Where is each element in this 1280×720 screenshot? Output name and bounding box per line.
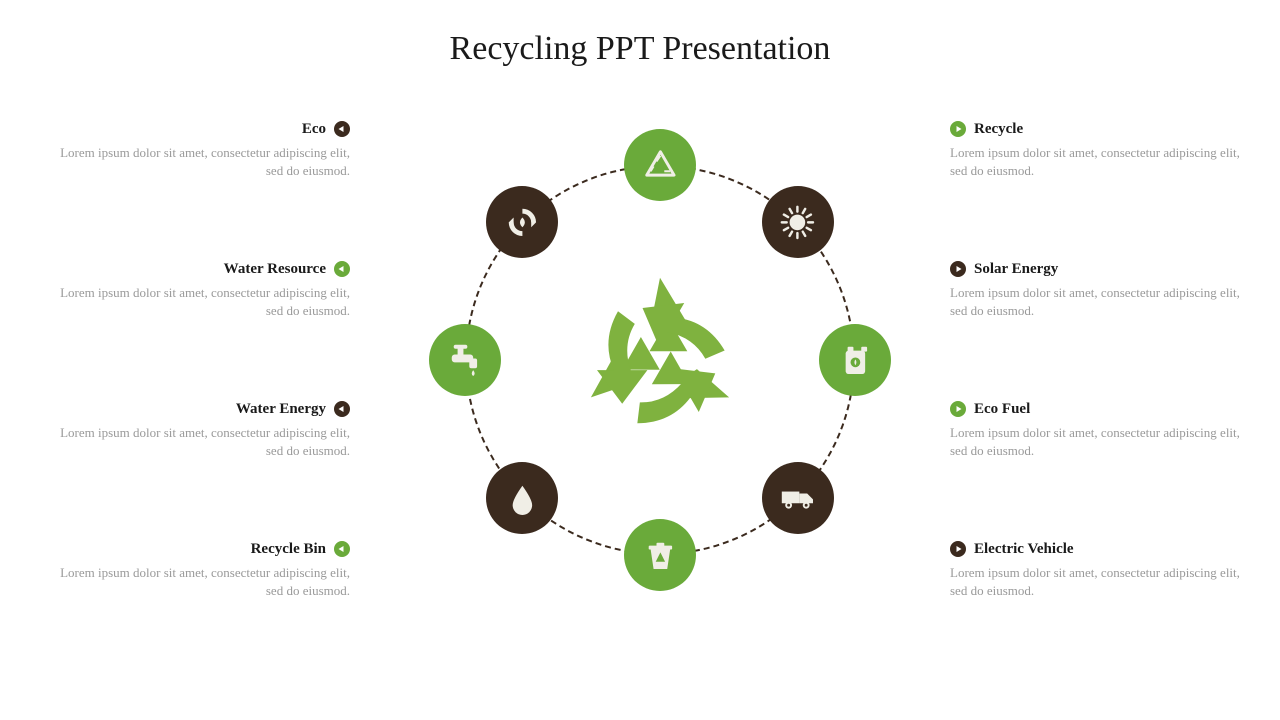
item-description: Lorem ipsum dolor sit amet, consectetur … <box>50 564 350 600</box>
list-item: Recycle Bin Lorem ipsum dolor sit amet, c… <box>50 540 350 600</box>
bullet-icon <box>950 121 966 137</box>
list-item: Solar Energy Lorem ipsum dolor sit amet, … <box>950 260 1250 320</box>
node-ecofuel-icon <box>819 324 891 396</box>
node-bin-icon <box>624 519 696 591</box>
node-eco-icon <box>486 186 558 258</box>
item-description: Lorem ipsum dolor sit amet, consectetur … <box>950 284 1250 320</box>
item-description: Lorem ipsum dolor sit amet, consectetur … <box>50 284 350 320</box>
bullet-icon <box>334 261 350 277</box>
node-solar-icon <box>762 186 834 258</box>
bullet-icon <box>950 541 966 557</box>
item-title: Solar Energy <box>974 261 1058 278</box>
node-tap-icon <box>429 324 501 396</box>
item-title: Eco <box>302 121 326 138</box>
bullet-icon <box>334 541 350 557</box>
item-title: Electric Vehicle <box>974 541 1074 558</box>
item-description: Lorem ipsum dolor sit amet, consectetur … <box>950 564 1250 600</box>
bullet-icon <box>950 261 966 277</box>
circular-diagram <box>440 140 880 580</box>
page-title: Recycling PPT Presentation <box>0 30 1280 68</box>
item-title: Eco Fuel <box>974 401 1030 418</box>
node-ev-icon <box>762 462 834 534</box>
item-title: Water Energy <box>236 401 326 418</box>
item-title: Recycle <box>974 121 1023 138</box>
node-recycle-icon <box>624 129 696 201</box>
item-title: Water Resource <box>224 261 326 278</box>
item-description: Lorem ipsum dolor sit amet, consectetur … <box>50 424 350 460</box>
item-description: Lorem ipsum dolor sit amet, consectetur … <box>950 424 1250 460</box>
node-drop-icon <box>486 462 558 534</box>
list-item: Eco Fuel Lorem ipsum dolor sit amet, cons… <box>950 400 1250 460</box>
bullet-icon <box>334 121 350 137</box>
list-item: Eco Lorem ipsum dolor sit amet, consectet… <box>50 120 350 180</box>
bullet-icon <box>950 401 966 417</box>
list-item: Water Energy Lorem ipsum dolor sit amet, … <box>50 400 350 460</box>
bullet-icon <box>334 401 350 417</box>
item-description: Lorem ipsum dolor sit amet, consectetur … <box>50 144 350 180</box>
item-description: Lorem ipsum dolor sit amet, consectetur … <box>950 144 1250 180</box>
item-title: Recycle Bin <box>251 541 326 558</box>
recycle-symbol-icon <box>555 253 765 468</box>
list-item: Water Resource Lorem ipsum dolor sit amet… <box>50 260 350 320</box>
list-item: Recycle Lorem ipsum dolor sit amet, conse… <box>950 120 1250 180</box>
list-item: Electric Vehicle Lorem ipsum dolor sit am… <box>950 540 1250 600</box>
